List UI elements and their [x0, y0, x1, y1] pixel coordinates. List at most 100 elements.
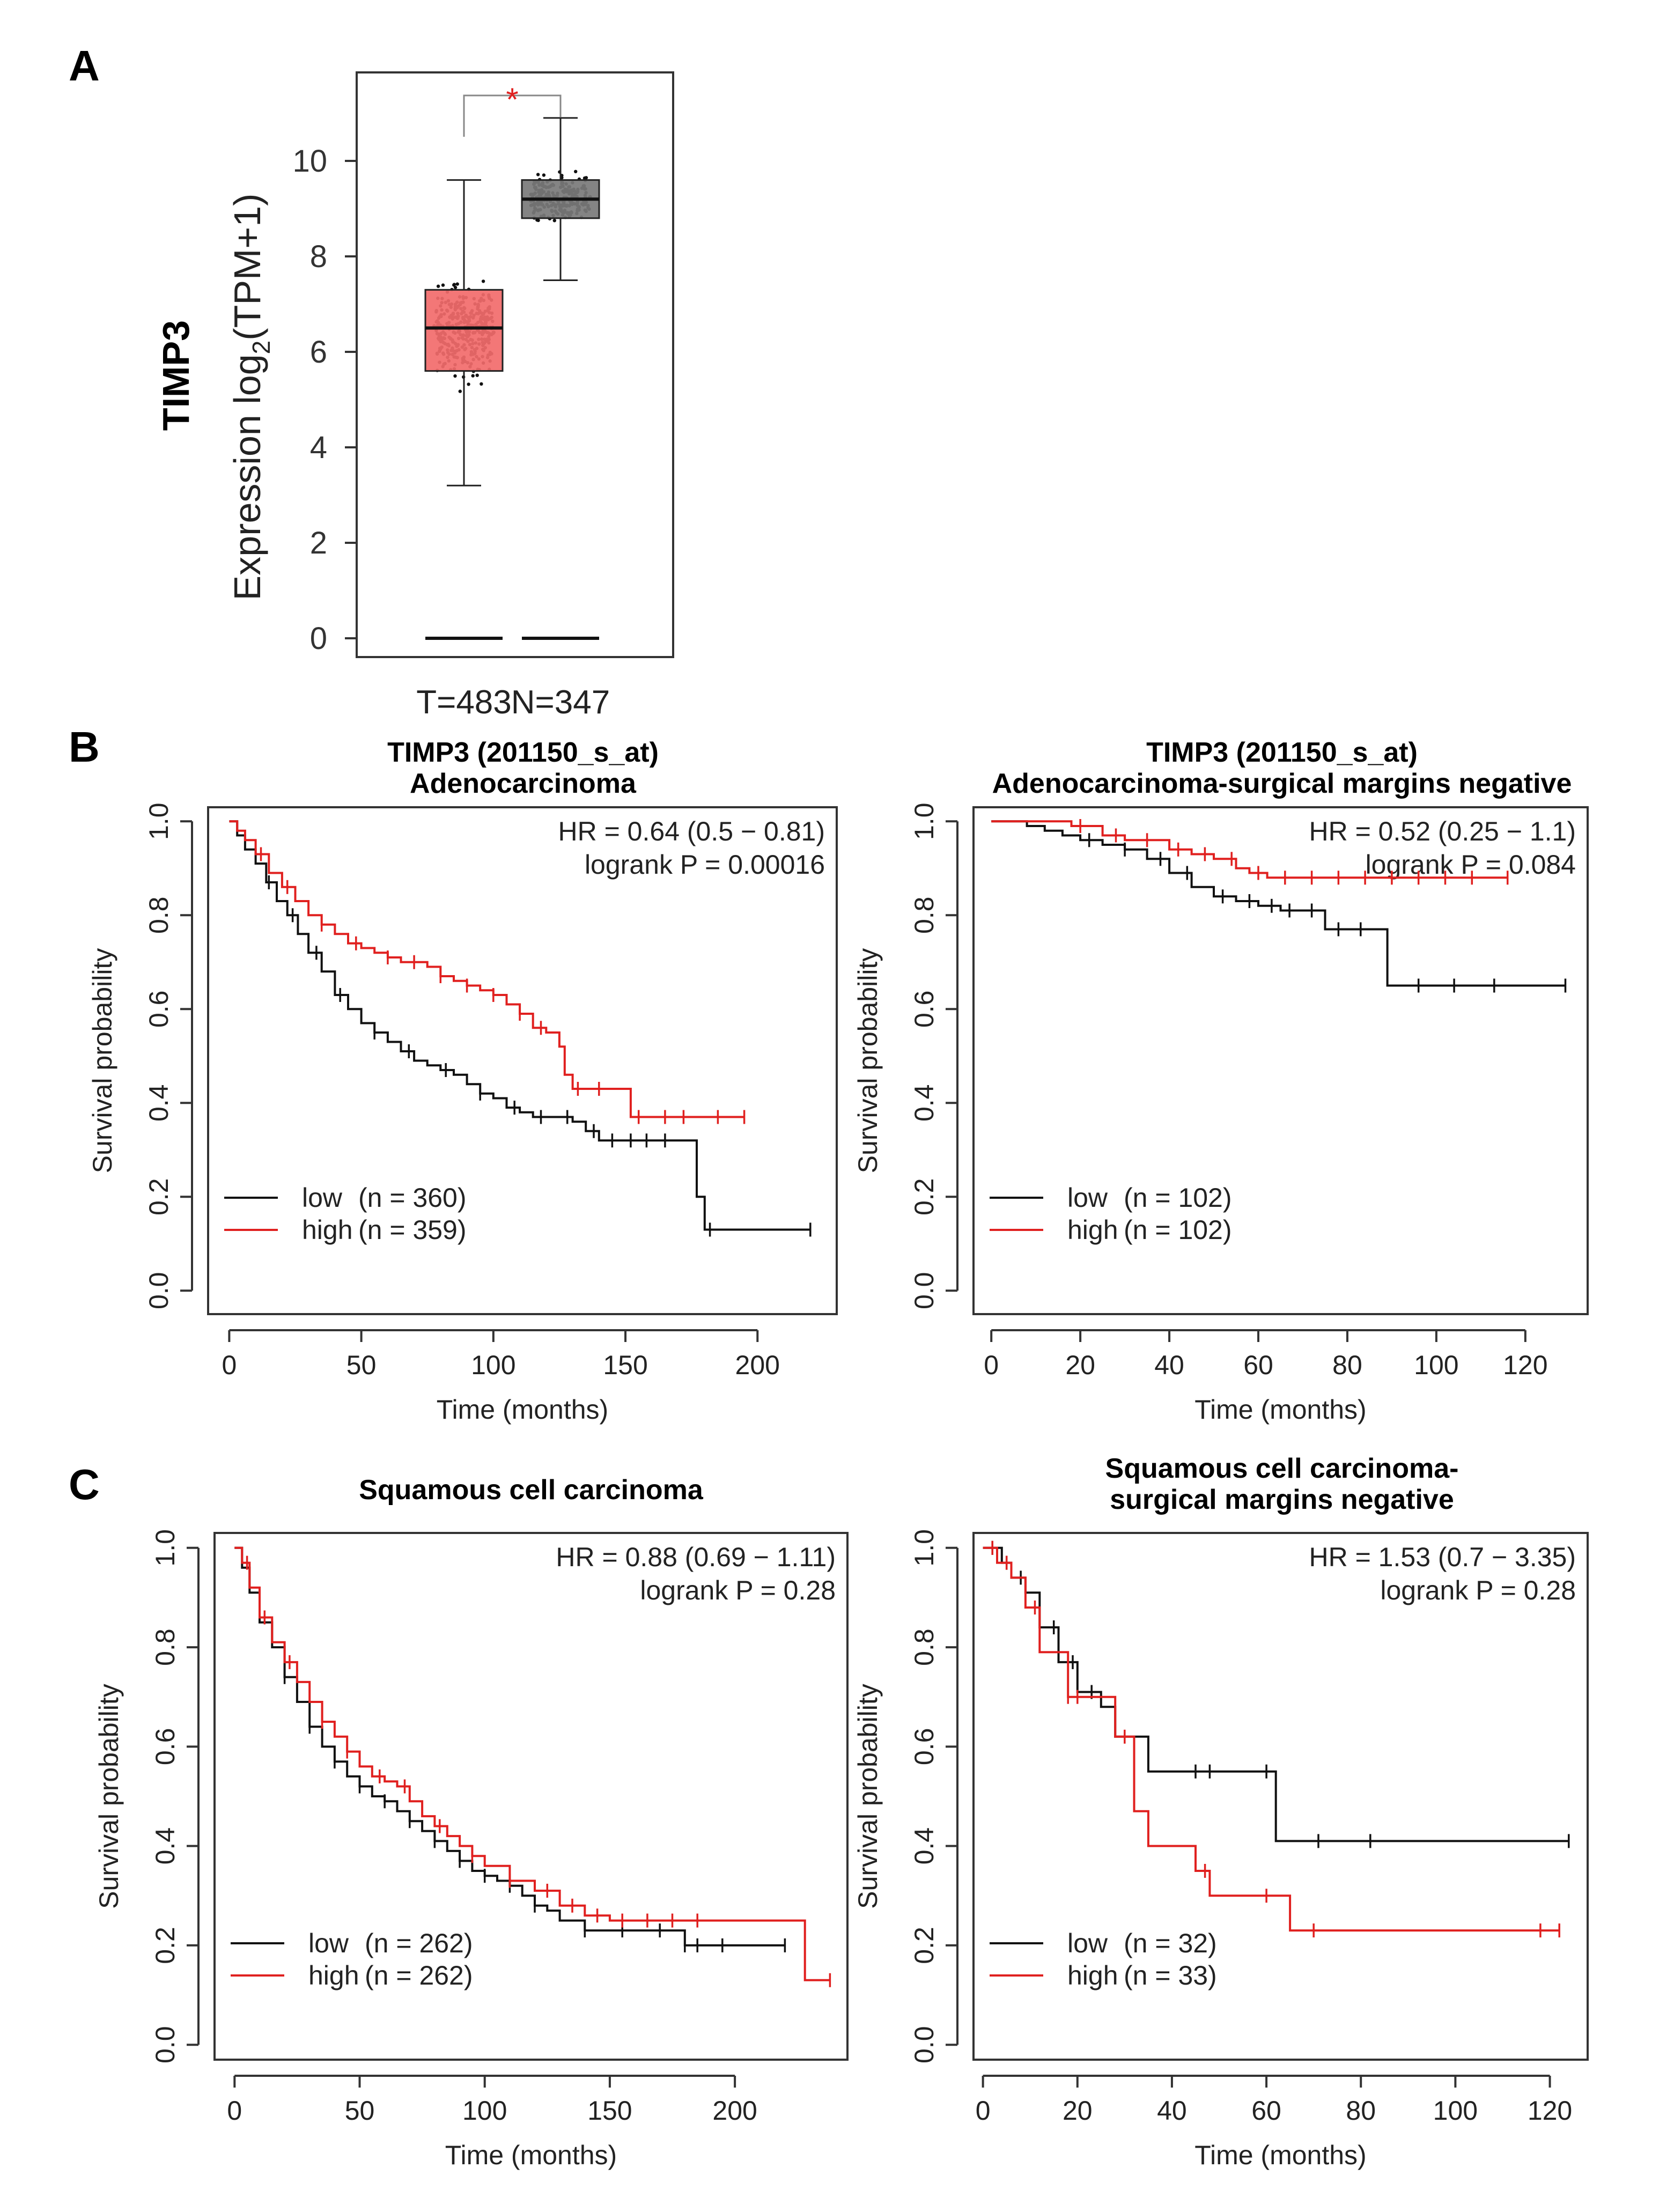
y-tick-label-a: 2	[310, 526, 327, 561]
x-tick-label: 50	[346, 1350, 377, 1380]
panel-label-b: B	[69, 723, 100, 771]
expression-point	[475, 373, 479, 377]
y-tick-label: 0.8	[150, 1628, 180, 1666]
y-tick-label: 0.0	[144, 1272, 174, 1309]
x-tick-label: 40	[1157, 2096, 1187, 2126]
x-axis-title: Time (months)	[437, 1395, 608, 1425]
x-tick-label: 150	[587, 2096, 632, 2126]
x-tick-label: 0	[976, 2096, 991, 2126]
x-tick-label: 60	[1243, 1350, 1273, 1380]
logrank-p: logrank P = 0.084	[1366, 850, 1576, 880]
legend: low (n = 32)high (n = 33)	[990, 1928, 1217, 1990]
bracket-line	[463, 94, 562, 137]
expression-point	[455, 282, 459, 286]
expression-point	[453, 374, 457, 378]
x-axis-title: Time (months)	[1194, 1395, 1366, 1425]
hazard-ratio: HR = 0.88 (0.69 − 1.11)	[556, 1542, 836, 1572]
hazard-ratio: HR = 0.64 (0.5 − 0.81)	[558, 816, 825, 846]
plot-frame	[207, 806, 838, 1315]
x-tick-label: 20	[1065, 1350, 1095, 1380]
y-axis-a: 0 2 4 6 8 10	[292, 144, 358, 656]
expression-point	[471, 374, 475, 378]
y-tick-label: 0.8	[144, 896, 174, 934]
expression-axis-title-main: Expression log	[226, 354, 268, 600]
y-axis: 0.0 0.2 0.4 0.6 0.8 1.0 Survival probability	[853, 802, 958, 1309]
boxes-a	[424, 117, 600, 640]
y-tick-label: 1.0	[144, 802, 174, 840]
expression-point	[458, 389, 462, 393]
y-tick-label-a: 10	[292, 144, 327, 179]
x-tick-label: 0	[222, 1350, 237, 1380]
x-axis: 0 20 40 60 80 100 120 Time (months)	[976, 2075, 1572, 2170]
x-tick-label: 150	[603, 1350, 647, 1380]
plot-frame	[972, 806, 1589, 1315]
logrank-p: logrank P = 0.28	[640, 1575, 836, 1605]
y-axis: 0.0 0.2 0.4 0.6 0.8 1.0 Survival probability	[94, 1529, 200, 2063]
survival-curve-high	[234, 1546, 830, 1981]
y-tick-label: 0.2	[909, 1178, 939, 1215]
legend-count: (n = 262)	[365, 1960, 473, 1990]
gene-label: TIMP3	[155, 320, 197, 431]
expression-point	[552, 219, 557, 223]
expression-point	[436, 284, 440, 288]
x-tick-label: 100	[1433, 2096, 1478, 2126]
y-axis-title: Survival probability	[853, 1684, 883, 1909]
group-label: N=347	[511, 684, 610, 721]
x-axis: 0 50 100 150 200 Time (months)	[227, 2075, 757, 2170]
expression-axis-title-subscript: 2	[247, 341, 275, 355]
y-tick-label: 1.0	[909, 1529, 939, 1567]
legend-label: high	[302, 1215, 353, 1245]
y-axis-title: Survival probability	[853, 948, 883, 1174]
survival-curve-high	[991, 820, 1508, 879]
y-tick-label-a: 8	[310, 239, 327, 274]
survival-curve-low	[234, 1546, 785, 1946]
panel-label-c: C	[69, 1461, 100, 1508]
expression-axis-title: Expression log2(TPM+1)	[226, 194, 275, 601]
expression-point	[536, 218, 540, 222]
expression-point	[584, 176, 588, 180]
x-axis: 0 50 100 150 200 Time (months)	[222, 1329, 780, 1425]
chart-title-line: Adenocarcinoma	[410, 768, 637, 799]
y-tick-label: 0.2	[150, 1927, 180, 1964]
y-tick-label: 0.0	[150, 2026, 180, 2063]
significance-star: *	[506, 82, 518, 117]
x-tick-label: 120	[1528, 2096, 1572, 2126]
chart-title-line: Squamous cell carcinoma-	[1105, 1453, 1459, 1484]
expression-point	[467, 382, 470, 386]
expression-point	[441, 283, 445, 287]
legend-count: (n = 102)	[1124, 1215, 1232, 1245]
y-tick-label-a: 0	[310, 621, 327, 656]
y-tick-label: 1.0	[150, 1529, 180, 1567]
y-tick-label: 0.0	[909, 1272, 939, 1309]
legend: low (n = 360)high (n = 359)	[224, 1183, 467, 1245]
legend-label: low	[1067, 1183, 1108, 1213]
x-axis: 0 20 40 60 80 100 120 Time (months)	[984, 1329, 1548, 1425]
legend-label: low	[302, 1183, 343, 1213]
km-plot-squamous: Squamous cell carcinoma 0 50 100 150 200 Time …	[94, 1474, 849, 2170]
chart-title-line: TIMP3 (201150_s_at)	[387, 737, 659, 768]
box-tumor	[424, 289, 504, 372]
panel-label-a: A	[69, 42, 100, 90]
x-tick-label: 80	[1332, 1350, 1362, 1380]
expression-point	[542, 173, 546, 177]
legend-label: high	[308, 1960, 359, 1990]
y-tick-label: 0.4	[909, 1827, 939, 1865]
y-tick-label: 0.4	[909, 1084, 939, 1122]
x-tick-label: 20	[1063, 2096, 1093, 2126]
x-tick-label: 200	[735, 1350, 780, 1380]
legend-label: low	[308, 1928, 349, 1958]
legend: low (n = 262)high (n = 262)	[231, 1928, 473, 1990]
x-tick-label: 0	[984, 1350, 999, 1380]
expression-point	[453, 285, 458, 290]
legend-label: low	[1067, 1928, 1108, 1958]
y-tick-label: 1.0	[909, 802, 939, 840]
y-tick-label: 0.8	[909, 1628, 939, 1666]
legend-count: (n = 359)	[358, 1215, 467, 1245]
y-tick-label-a: 4	[310, 430, 327, 465]
expression-point	[574, 169, 578, 173]
expression-axis-title-tail: (TPM+1)	[226, 194, 268, 341]
y-axis: 0.0 0.2 0.4 0.6 0.8 1.0 Survival probability	[853, 1529, 958, 2063]
x-tick-label: 0	[227, 2096, 242, 2126]
x-tick-label: 40	[1154, 1350, 1184, 1380]
